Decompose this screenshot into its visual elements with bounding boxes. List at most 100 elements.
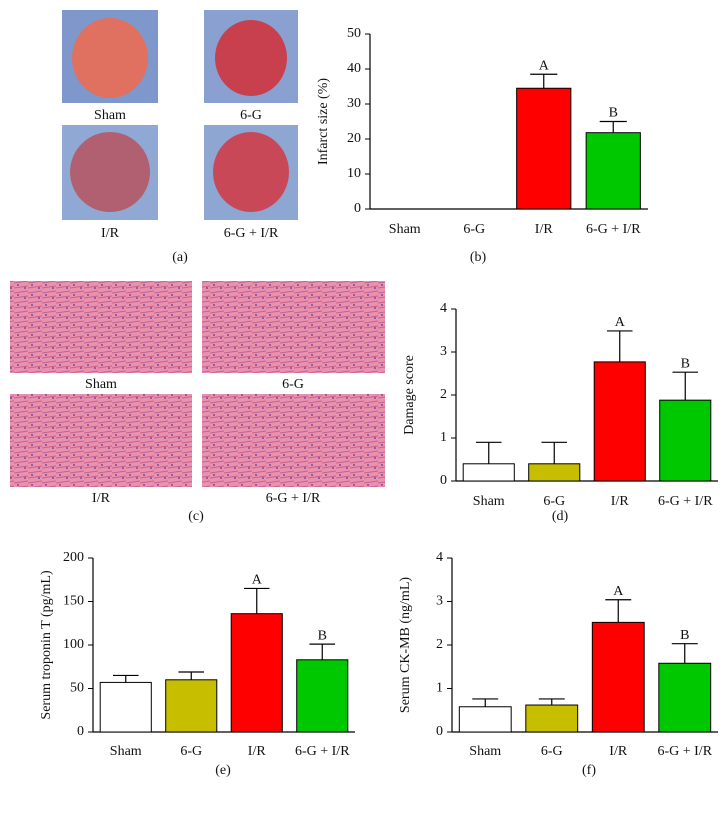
y-tick-label: 10	[347, 166, 361, 181]
photo	[202, 281, 385, 373]
histology-photos: Sham 6-G I/R 6-G + I/R (c)	[10, 281, 385, 524]
photo-label: I/R	[101, 226, 120, 241]
photo-label: I/R	[92, 491, 111, 506]
significance-label: A	[613, 584, 624, 599]
panel-caption: (f)	[582, 763, 596, 778]
x-tick-label: 6-G + I/R	[295, 744, 350, 759]
x-tick-label: I/R	[611, 494, 630, 509]
y-tick-label: 200	[63, 550, 84, 565]
y-tick-label: 50	[347, 26, 361, 41]
panel-caption: (c)	[188, 509, 204, 524]
error-bar	[605, 599, 632, 623]
error-bar	[599, 120, 627, 133]
error-bar	[178, 671, 205, 680]
photo-label: Sham	[94, 108, 126, 123]
error-bar	[309, 643, 336, 660]
photo-label: 6-G + I/R	[266, 491, 321, 506]
bar	[525, 704, 579, 733]
error-bar	[530, 73, 558, 89]
photo-label: 6-G + I/R	[224, 226, 279, 241]
error-bar	[243, 587, 270, 614]
bar	[658, 662, 712, 733]
bar	[165, 679, 218, 733]
bar	[99, 681, 152, 733]
bar	[528, 463, 581, 482]
y-tick-label: 4	[436, 550, 443, 565]
y-tick-label: 1	[436, 681, 443, 696]
significance-label: A	[539, 58, 550, 73]
x-tick-label: I/R	[535, 222, 554, 237]
x-tick-label: I/R	[248, 744, 267, 759]
bar	[462, 463, 515, 482]
bar	[659, 399, 712, 482]
y-tick-label: 0	[77, 724, 84, 739]
y-tick-label: 1	[440, 430, 447, 445]
error-bar	[672, 371, 699, 401]
x-tick-label: Sham	[389, 222, 421, 237]
bar	[591, 621, 645, 733]
y-tick-label: 4	[440, 301, 447, 316]
significance-label: A	[615, 315, 626, 330]
significance-label: B	[681, 356, 690, 371]
photo	[202, 394, 385, 487]
significance-label: B	[680, 628, 689, 643]
photo-heart	[213, 132, 289, 212]
x-tick-label: 6-G	[541, 744, 563, 759]
error-bar	[541, 441, 568, 464]
error-bar	[112, 674, 139, 683]
panel-caption: (b)	[470, 250, 487, 265]
x-tick-label: 6-G + I/R	[586, 222, 641, 237]
error-bar	[671, 643, 698, 664]
y-tick-label: 50	[70, 681, 84, 696]
y-tick-label: 2	[440, 387, 447, 402]
y-tick-label: 0	[354, 201, 361, 216]
y-tick-label: 20	[347, 131, 361, 146]
photo-heart	[72, 18, 148, 98]
error-bar	[475, 441, 502, 464]
y-axis-label: Serum troponin T (pg/mL)	[39, 570, 54, 720]
x-tick-label: 6-G	[180, 744, 202, 759]
y-tick-label: 3	[440, 344, 447, 359]
y-tick-label: 40	[347, 61, 361, 76]
bar	[296, 659, 349, 733]
bar	[585, 132, 641, 210]
photo-heart	[215, 20, 287, 96]
y-axis-label: Infarct size (%)	[316, 78, 331, 165]
y-tick-label: 150	[63, 594, 84, 609]
y-tick-label: 2	[436, 637, 443, 652]
significance-label: B	[318, 628, 327, 643]
error-bar	[606, 330, 633, 362]
x-tick-label: 6-G + I/R	[658, 494, 713, 509]
photo	[10, 394, 192, 487]
significance-label: A	[252, 573, 263, 588]
bar	[230, 613, 283, 733]
bar	[516, 87, 572, 210]
heart-photos: Sham 6-G I/R 6-G + I/R (a)	[62, 10, 298, 265]
x-tick-label: 6-G + I/R	[657, 744, 712, 759]
bar	[458, 706, 512, 733]
y-axis-label: Damage score	[402, 355, 417, 435]
x-tick-label: 6-G	[543, 494, 565, 509]
panel-caption: (d)	[552, 509, 569, 524]
photo	[10, 281, 192, 373]
error-bar	[538, 698, 565, 706]
y-axis-label: Serum CK-MB (ng/mL)	[398, 577, 413, 713]
panel-caption: (e)	[215, 763, 231, 778]
y-tick-label: 100	[63, 637, 84, 652]
y-tick-label: 0	[440, 473, 447, 488]
x-tick-label: Sham	[110, 744, 142, 759]
error-bar	[472, 698, 499, 707]
x-tick-label: Sham	[469, 744, 501, 759]
y-tick-label: 30	[347, 96, 361, 111]
significance-label: B	[609, 106, 618, 121]
photo-label: 6-G	[282, 377, 304, 392]
bar	[593, 361, 646, 482]
photo-heart	[70, 132, 150, 212]
x-tick-label: I/R	[609, 744, 628, 759]
y-tick-label: 3	[436, 594, 443, 609]
x-tick-label: Sham	[473, 494, 505, 509]
photo-label: Sham	[85, 377, 117, 392]
panel-caption: (a)	[172, 250, 188, 265]
